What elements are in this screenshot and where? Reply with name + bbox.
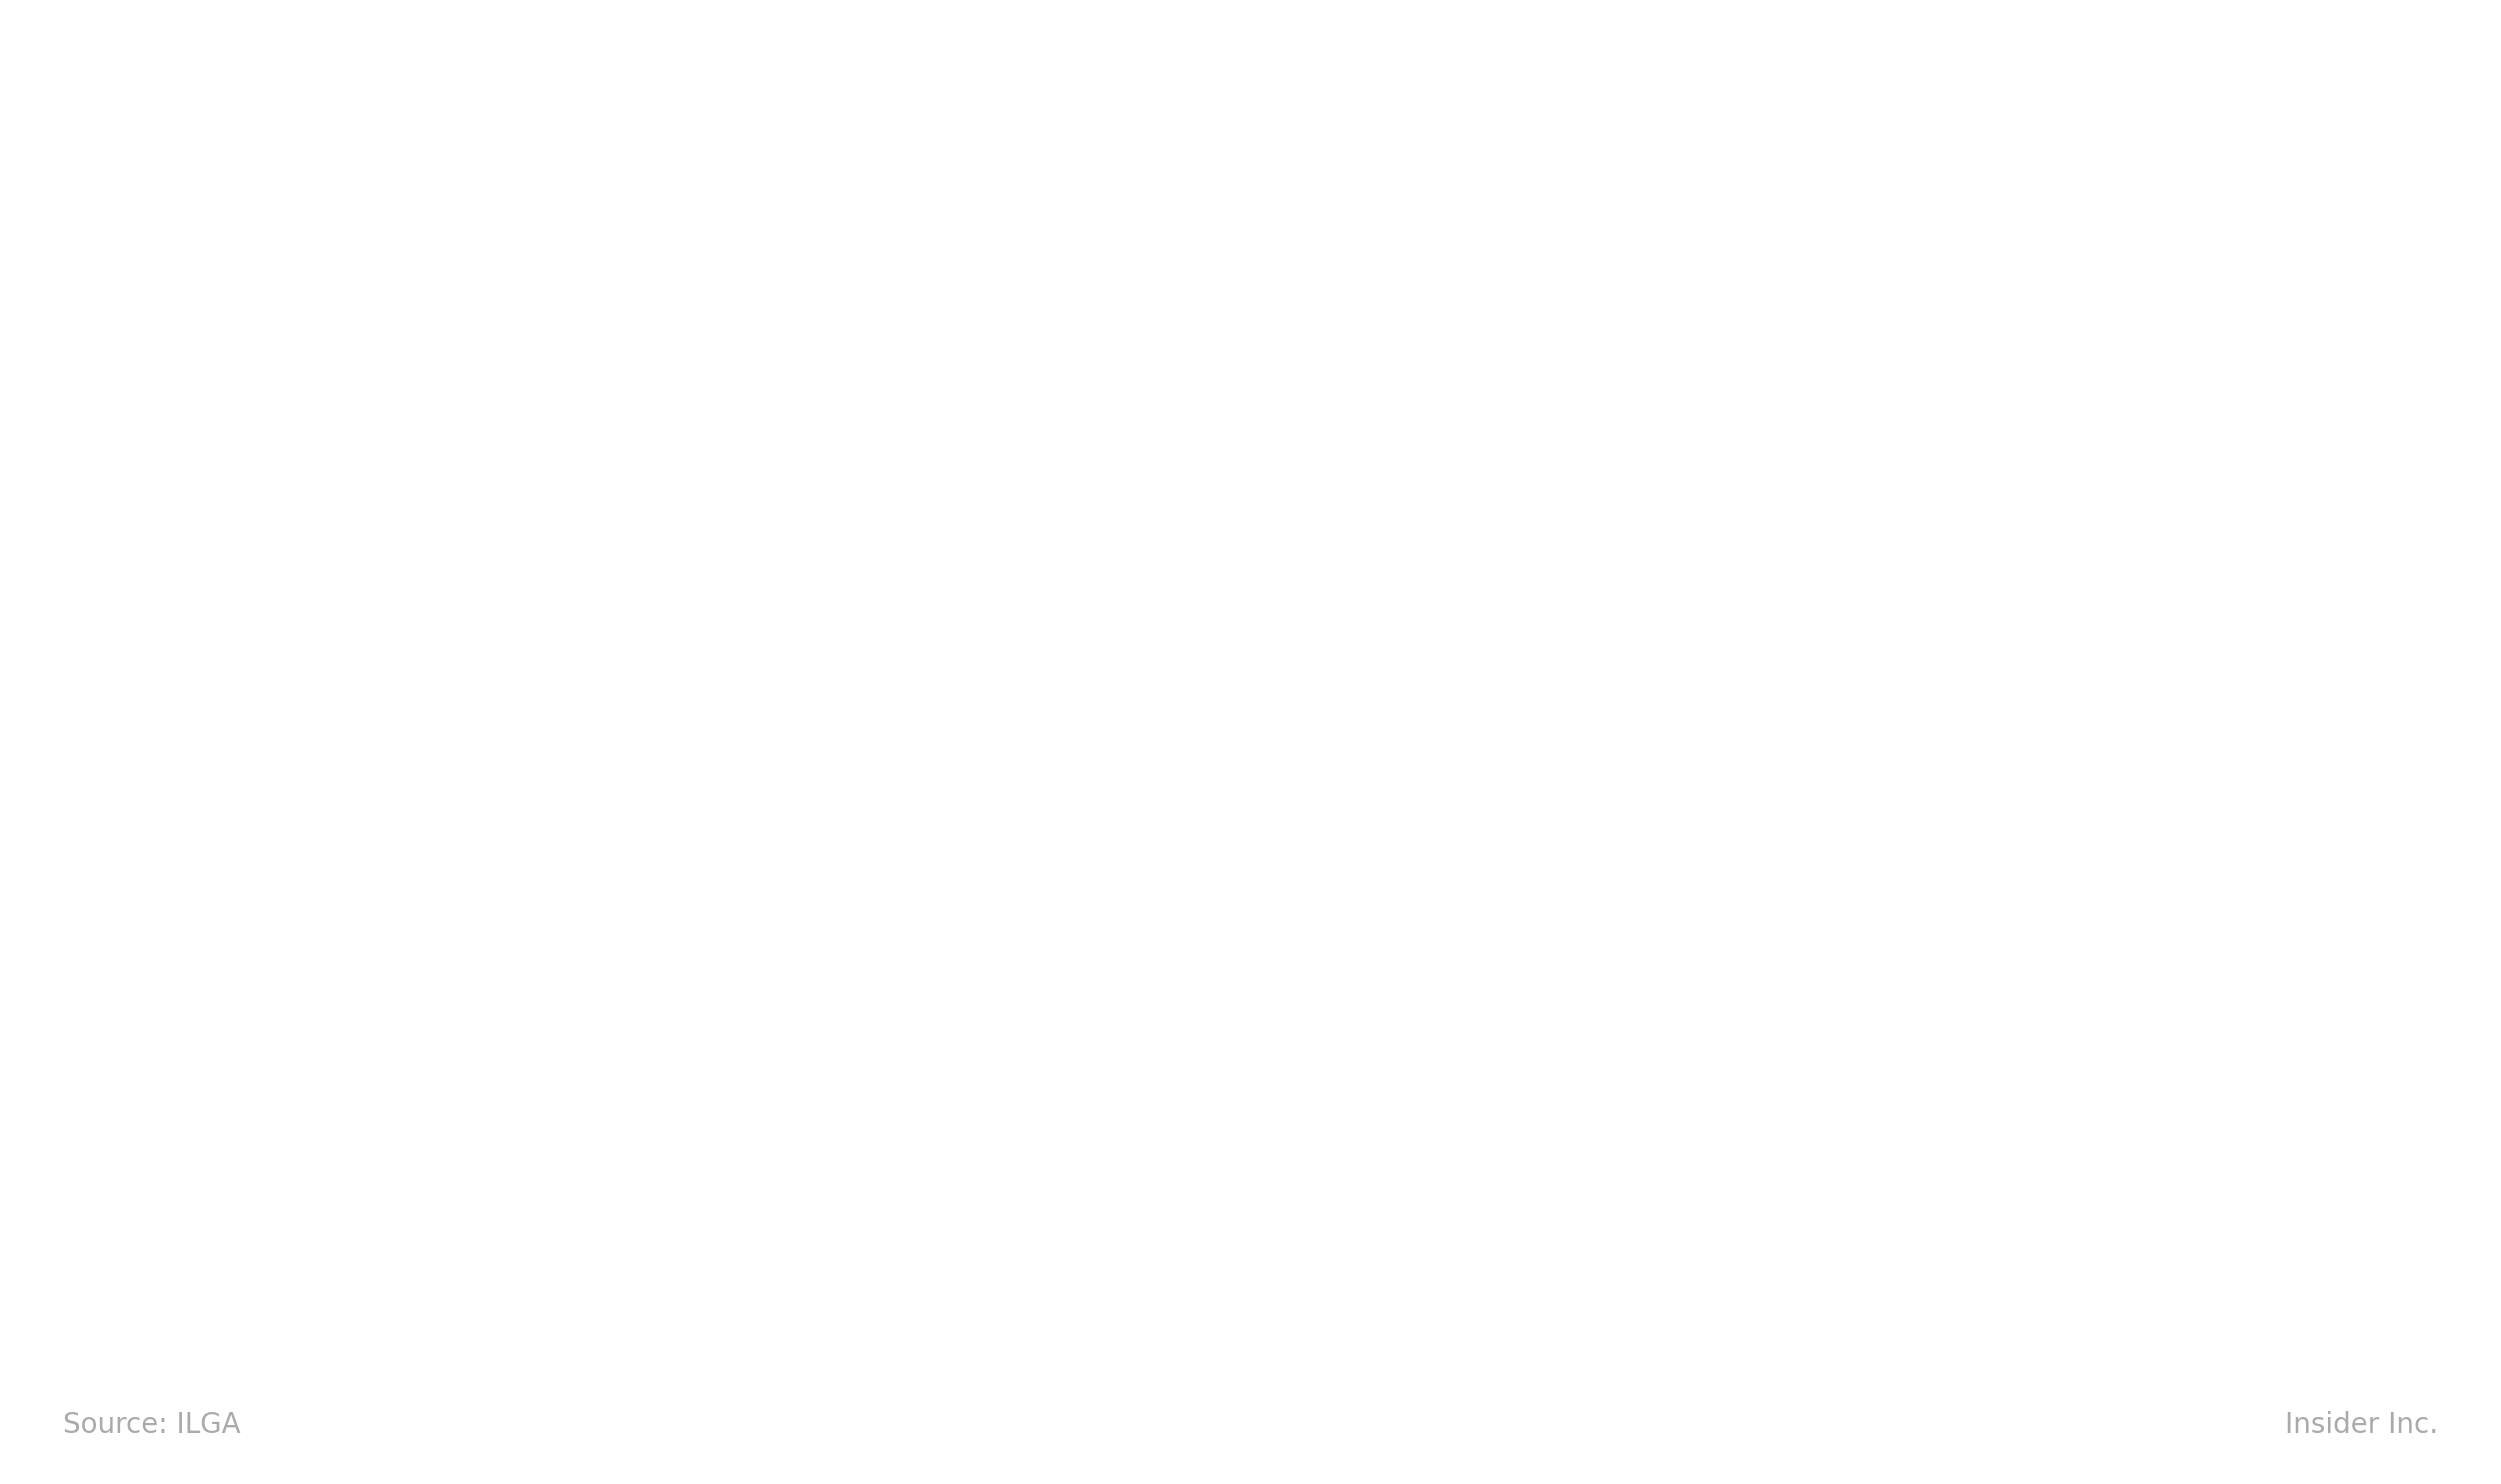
Text: Source: ILGA: Source: ILGA [63,1411,240,1439]
Text: Insider Inc.: Insider Inc. [2286,1411,2438,1439]
